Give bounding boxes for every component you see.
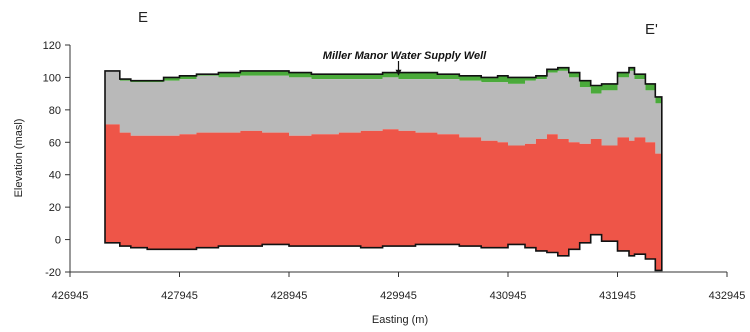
section-end-label: E' bbox=[645, 21, 658, 38]
x-tick-label: 431945 bbox=[599, 290, 636, 302]
y-tick-label: 100 bbox=[43, 72, 61, 84]
x-tick-label: 430945 bbox=[490, 290, 527, 302]
y-tick-label: 60 bbox=[49, 137, 61, 149]
well-annotation-arrowhead bbox=[395, 69, 402, 76]
geologic-unit-fills bbox=[105, 67, 662, 271]
section-outline bbox=[104, 66, 663, 272]
y-tick-label: 80 bbox=[49, 105, 61, 117]
gray-unit-area bbox=[105, 70, 662, 157]
y-tick-label: 40 bbox=[49, 170, 61, 182]
y-axis-title: Elevation (masl) bbox=[13, 119, 25, 198]
y-ticks: -20 0 20 40 60 80 100 120 bbox=[43, 40, 70, 279]
y-tick-label: -20 bbox=[45, 267, 61, 279]
red-unit-area bbox=[105, 124, 662, 271]
x-tick-label: 432945 bbox=[709, 290, 746, 302]
y-tick-label: 20 bbox=[49, 202, 61, 214]
y-tick-label: 120 bbox=[43, 40, 61, 52]
section-start-label: E bbox=[138, 9, 148, 26]
x-axis-title: Easting (m) bbox=[372, 314, 428, 326]
x-tick-label: 427945 bbox=[161, 290, 198, 302]
x-ticks: 426945 427945 428945 429945 430945 431945 4329… bbox=[52, 272, 746, 302]
x-tick-label: 428945 bbox=[271, 290, 308, 302]
well-annotation-label: Miller Manor Water Supply Well bbox=[323, 50, 487, 62]
x-tick-label: 429945 bbox=[380, 290, 417, 302]
x-tick-label: 426945 bbox=[52, 290, 89, 302]
section-outline-path bbox=[104, 66, 663, 272]
y-tick-label: 0 bbox=[55, 235, 61, 247]
